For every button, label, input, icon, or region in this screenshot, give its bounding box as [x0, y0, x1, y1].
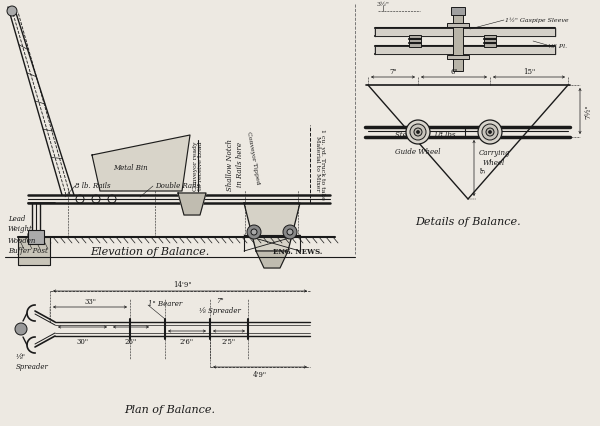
Bar	[451, 8, 465, 16]
Text: Shallow Notch
in Rails here: Shallow Notch in Rails here	[226, 139, 244, 190]
Text: 6": 6"	[450, 68, 458, 76]
Text: 26": 26"	[125, 337, 137, 345]
Text: Elevation of Balance.: Elevation of Balance.	[91, 246, 209, 256]
Text: Plan of Balance.: Plan of Balance.	[125, 404, 215, 414]
Text: ⅛" Pl.: ⅛" Pl.	[548, 44, 567, 49]
Circle shape	[15, 323, 27, 335]
Bar	[447, 24, 469, 28]
Text: Conveyor Tipped: Conveyor Tipped	[246, 131, 260, 184]
Text: 2'5": 2'5"	[222, 337, 236, 345]
Text: Wooden
Buffer Post: Wooden Buffer Post	[8, 237, 48, 254]
Text: 3½": 3½"	[377, 2, 389, 6]
Polygon shape	[256, 251, 288, 268]
Bar	[18, 237, 50, 265]
Text: 7": 7"	[389, 68, 397, 76]
Circle shape	[416, 131, 419, 134]
Text: 33": 33"	[84, 297, 96, 305]
Text: 7½": 7½"	[584, 104, 592, 119]
Text: Carrying
Wheel: Carrying Wheel	[478, 149, 510, 166]
Bar	[375, 29, 555, 37]
Text: ENG. NEWS.: ENG. NEWS.	[274, 248, 323, 256]
Circle shape	[247, 225, 261, 239]
Bar	[447, 56, 469, 60]
Text: 1 cu. yd. Truck to take
Material to Mixer: 1 cu. yd. Truck to take Material to Mixe…	[314, 128, 325, 199]
Bar	[484, 36, 496, 48]
Polygon shape	[244, 204, 300, 251]
Circle shape	[486, 129, 494, 137]
Polygon shape	[178, 193, 206, 216]
Circle shape	[482, 125, 498, 141]
Text: Double Rails: Double Rails	[155, 181, 200, 190]
Circle shape	[410, 125, 426, 141]
Text: Conveyor ready
to receive Load: Conveyor ready to receive Load	[193, 141, 203, 190]
Circle shape	[287, 230, 293, 236]
Text: 7"
⅛ Spreader: 7" ⅛ Spreader	[199, 296, 241, 314]
Bar	[28, 230, 44, 245]
Text: 2'6": 2'6"	[180, 337, 194, 345]
Text: 4'9": 4'9"	[253, 370, 267, 378]
Text: 15": 15"	[523, 68, 535, 76]
Bar	[453, 12, 463, 72]
Text: 9": 9"	[479, 165, 487, 173]
Text: Details of Balance.: Details of Balance.	[415, 216, 521, 227]
Text: 1" Bearer: 1" Bearer	[148, 299, 182, 307]
Circle shape	[406, 121, 430, 145]
Text: Lead
Weight: Lead Weight	[8, 215, 33, 232]
Bar	[409, 36, 421, 48]
Circle shape	[414, 129, 422, 137]
Polygon shape	[92, 136, 190, 192]
Text: ⅛"
Spreader: ⅛" Spreader	[16, 353, 49, 370]
Bar	[375, 47, 555, 55]
Text: 1½" Gaspipe Sleeve: 1½" Gaspipe Sleeve	[505, 17, 569, 23]
Circle shape	[283, 225, 297, 239]
Text: Guide Wheel: Guide Wheel	[395, 148, 441, 155]
Circle shape	[251, 230, 257, 236]
Text: 8 lb. Rails: 8 lb. Rails	[75, 181, 110, 190]
Text: 30": 30"	[77, 337, 89, 345]
Circle shape	[488, 131, 491, 134]
Text: Metal Bin: Metal Bin	[113, 164, 148, 172]
Circle shape	[478, 121, 502, 145]
Circle shape	[7, 7, 17, 17]
Text: 14'9": 14'9"	[173, 280, 191, 288]
Text: Steel Rail, 18 lbs.: Steel Rail, 18 lbs.	[395, 130, 458, 138]
